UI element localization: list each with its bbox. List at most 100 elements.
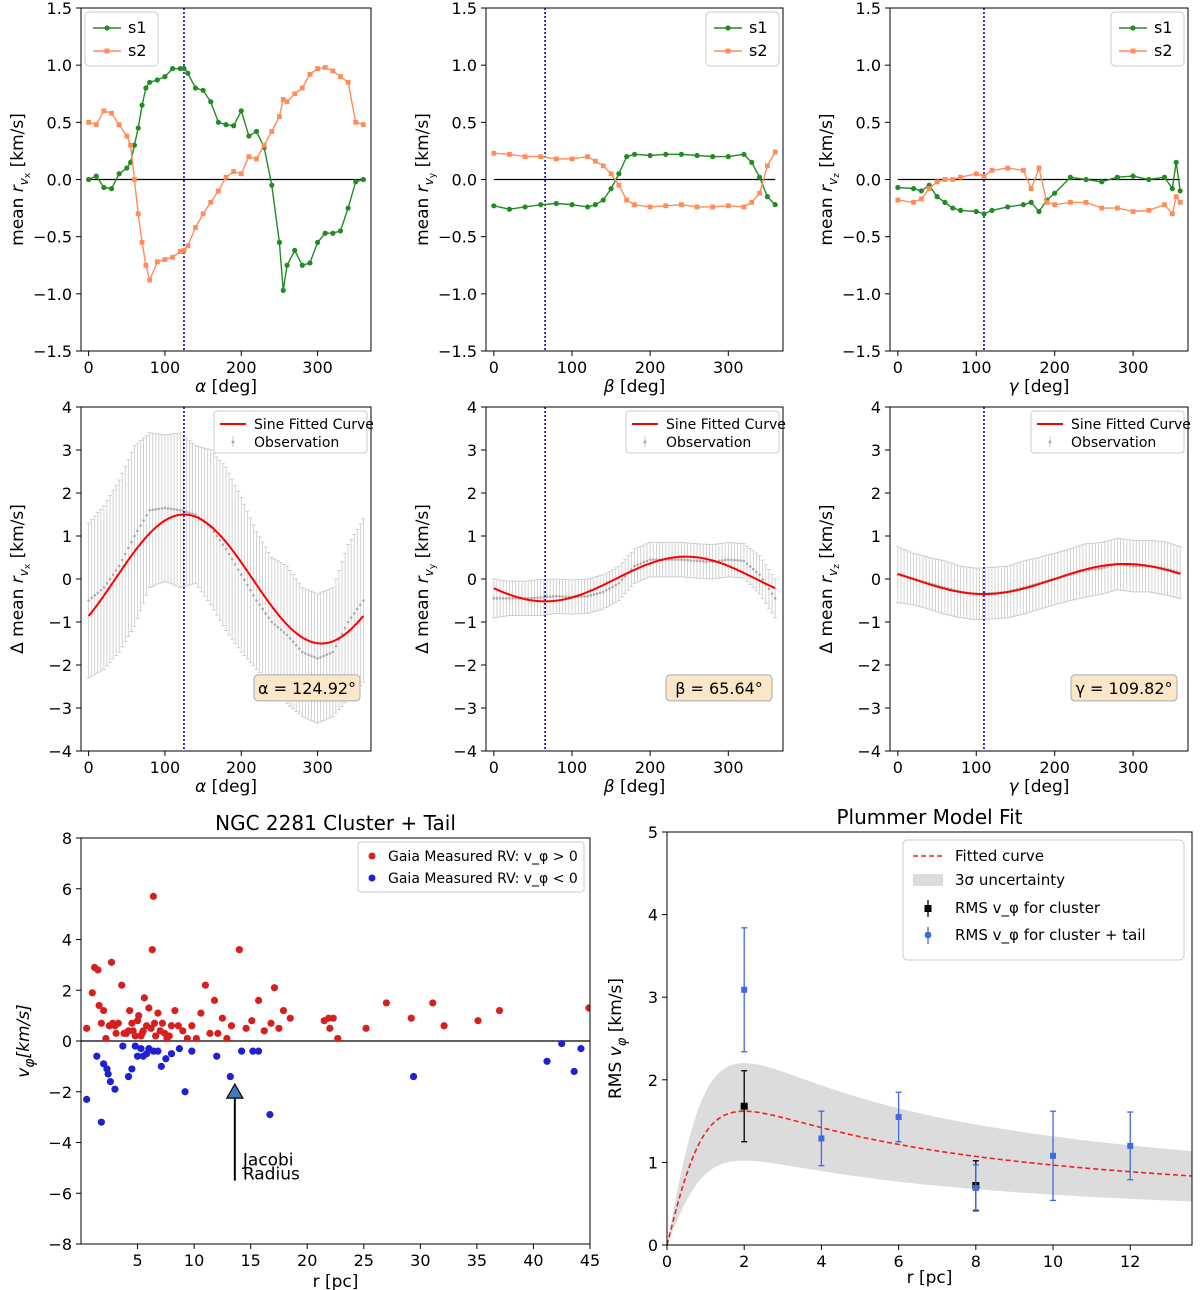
- legend-obs-label: Observation: [666, 435, 751, 451]
- y-tick-label: 6: [62, 880, 72, 899]
- series-s2-point: [200, 211, 206, 217]
- point-positive: [270, 984, 279, 992]
- series-s2-point: [958, 174, 963, 180]
- observation-point: [745, 562, 749, 565]
- y-tick-label: 1.0: [452, 56, 477, 75]
- x-tick-label: 200: [226, 758, 257, 777]
- legend-s1-marker: [104, 25, 110, 31]
- y-tick-label: −6: [48, 1184, 72, 1203]
- observation-point: [533, 596, 536, 600]
- observation-point: [561, 595, 564, 598]
- y-tick-label: 4: [648, 906, 658, 925]
- observation-point: [120, 558, 124, 562]
- annotation-box: [665, 674, 773, 702]
- y-tick-label: 0.5: [452, 113, 477, 132]
- series-s1-point: [973, 208, 979, 215]
- x-tick-label: 0: [489, 358, 499, 377]
- jacobi-label-line2: Radius: [243, 1164, 300, 1184]
- series-s2-point: [926, 186, 932, 192]
- x-tick-label: 4: [816, 1252, 826, 1271]
- observation-point: [362, 599, 365, 602]
- observation-point: [670, 558, 674, 561]
- point-positive: [267, 1019, 275, 1027]
- legend-box: [902, 839, 1185, 961]
- x-tick-label: 45: [580, 1251, 600, 1270]
- point-positive: [140, 994, 148, 1002]
- series-s2-point: [616, 182, 622, 188]
- point-negative: [570, 1067, 578, 1076]
- legend-s2-marker: [104, 48, 110, 54]
- tail-point: [741, 986, 748, 993]
- series-s1-point: [1052, 190, 1058, 196]
- legend-s2-label: s2: [749, 41, 768, 60]
- series-s2-point: [764, 163, 770, 169]
- observation-point: [194, 513, 197, 516]
- series-s1-point: [647, 152, 653, 159]
- observation-point: [221, 543, 225, 546]
- jacobi-arrow-head: [225, 1082, 244, 1099]
- y-tick-label: −0.5: [438, 228, 477, 247]
- series-s2-point: [86, 119, 92, 125]
- observation-point: [698, 559, 702, 563]
- legend-band-swatch: [913, 874, 943, 886]
- series-s2-point: [569, 156, 575, 162]
- point-negative: [409, 1072, 418, 1081]
- legend: Fitted curve 3σ uncertainty RMS v_φ for cl…: [902, 839, 1185, 961]
- series-s2-point: [292, 91, 298, 97]
- observation-point: [191, 512, 194, 515]
- observation-point: [163, 506, 167, 510]
- observation-point: [683, 558, 686, 562]
- y-tick-label: −1: [453, 613, 477, 632]
- observation-point: [258, 603, 261, 607]
- y-tick-label: 3: [62, 441, 72, 460]
- point-positive: [83, 1024, 91, 1032]
- legend-obs-marker: [643, 440, 647, 444]
- observation-point: [586, 594, 589, 598]
- series-s1-point: [1083, 176, 1089, 183]
- observation-point: [592, 593, 596, 596]
- observation-point: [355, 607, 359, 611]
- x-tick-label: 35: [467, 1251, 487, 1270]
- series-s1-point: [663, 151, 669, 157]
- y-tick-label: 2: [62, 484, 72, 503]
- point-positive: [183, 1034, 191, 1043]
- series-s2-point: [950, 177, 956, 182]
- x-axis-label: r [pc]: [313, 1272, 359, 1290]
- y-axis-label: Δ mean rvx [km/s]: [8, 504, 33, 654]
- series-s1-point: [215, 119, 221, 125]
- series-s1-point: [592, 202, 599, 208]
- observation-point: [598, 591, 602, 595]
- series-s2-point: [710, 204, 716, 210]
- x-tick-label: 300: [302, 758, 333, 777]
- legend-sine-label: Sine Fitted Curve: [1071, 417, 1191, 433]
- point-positive: [95, 1001, 103, 1010]
- series-s1-point: [154, 77, 160, 83]
- observation-point: [633, 564, 636, 568]
- observation-point: [139, 524, 142, 527]
- point-positive: [440, 1022, 448, 1030]
- observation-point: [530, 596, 533, 600]
- series-s2-point: [1173, 194, 1179, 200]
- y-tick-label: 1: [467, 527, 477, 546]
- y-tick-label: 0.5: [47, 113, 72, 132]
- observation-point: [307, 653, 310, 656]
- observation-point: [243, 578, 246, 582]
- series-s1-point: [177, 65, 183, 72]
- series-s2-point: [1130, 209, 1136, 214]
- series-s2-point: [772, 149, 778, 155]
- point-positive: [188, 1022, 196, 1030]
- legend-obs-label: Observation: [254, 435, 339, 451]
- chart-title: Plummer Model Fit: [837, 805, 1023, 829]
- x-tick-label: 0: [489, 758, 499, 777]
- observation-point: [169, 507, 173, 511]
- series-s2-point: [193, 225, 198, 230]
- panel-f: 0 100 200 300 −4 −3 −2 −1 0 1 2 3 4 γ [deg] Δ mean rvz…: [817, 398, 1191, 797]
- series-s2-point: [223, 174, 229, 180]
- observation-point: [352, 612, 356, 615]
- series-s1-point: [1169, 186, 1175, 192]
- legend-positive-label: Gaia Measured RV: v_φ > 0: [388, 849, 578, 865]
- observation-point: [328, 652, 332, 655]
- observation-point: [282, 631, 286, 634]
- series-s1-point: [1177, 188, 1183, 194]
- series-s1-point: [934, 194, 940, 200]
